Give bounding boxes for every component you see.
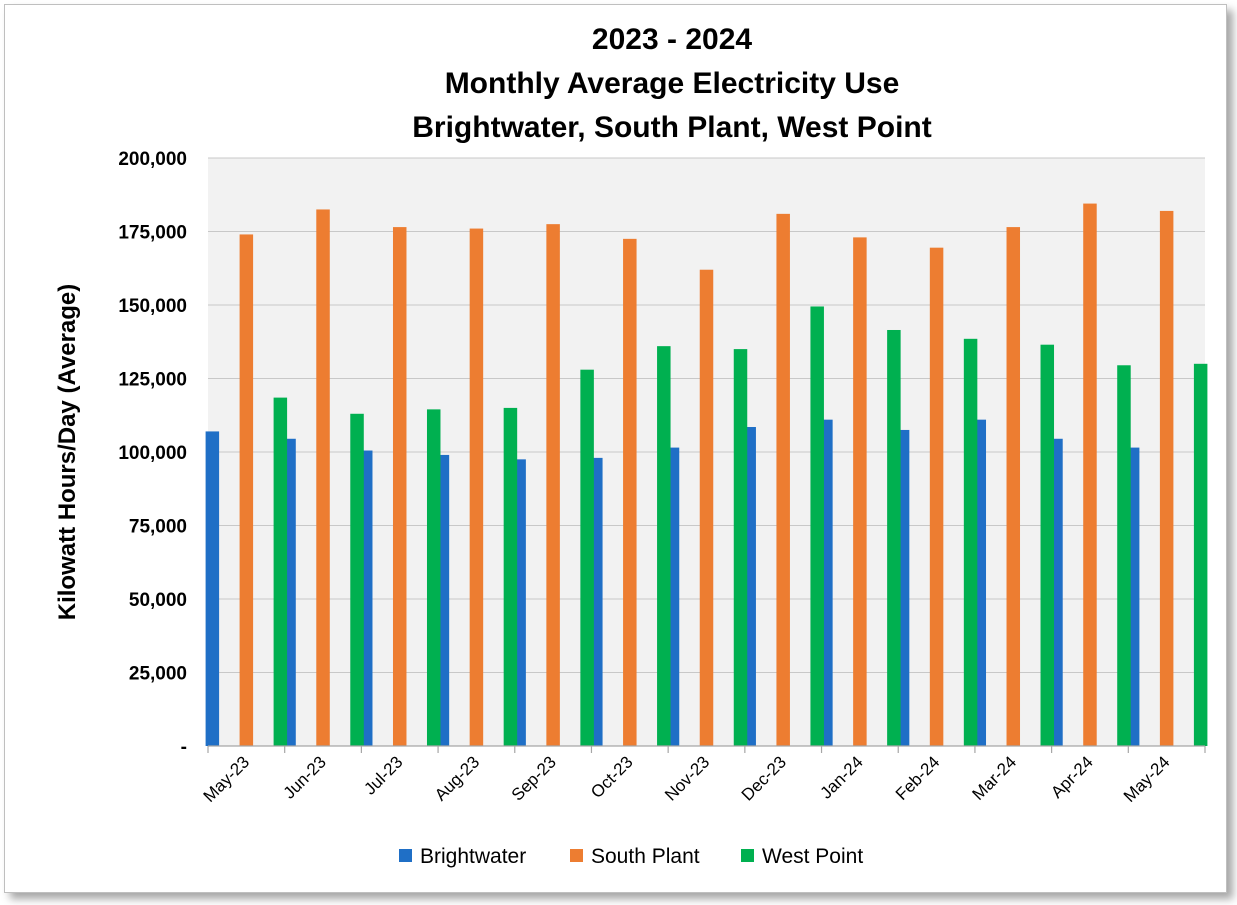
legend-swatch-west-point	[741, 849, 754, 862]
y-tick-label: 100,000	[118, 443, 187, 464]
chart-title-line-3: Brightwater, South Plant, West Point	[412, 111, 931, 144]
bar-west-point	[350, 413, 364, 746]
legend-label: West Point	[762, 845, 863, 868]
x-tick-label: Apr-24	[1047, 752, 1097, 802]
y-tick-label: 125,000	[118, 370, 187, 391]
bar-west-point	[1117, 365, 1131, 746]
chart-title-line-1: 2023 - 2024	[592, 23, 752, 56]
bar-south-plant	[699, 269, 714, 746]
bar-south-plant	[469, 228, 484, 746]
chart-frame: 2023 - 2024 Monthly Average Electricity …	[4, 4, 1227, 893]
bar-west-point	[733, 349, 748, 746]
y-tick-label: 50,000	[129, 590, 187, 611]
bar-west-point	[1040, 344, 1055, 746]
bar-south-plant	[1083, 203, 1097, 746]
y-tick-label: 175,000	[118, 223, 187, 244]
x-tick-label: Mar-24	[969, 752, 1021, 804]
y-tick-label: -	[181, 737, 187, 758]
y-axis-ticks: - 25,000 50,000 75,000 100,000 125,000 150,000…	[118, 149, 187, 758]
x-tick-label: Jan-24	[817, 752, 867, 802]
bar-south-plant	[623, 238, 637, 746]
legend-swatch-brightwater	[399, 849, 412, 862]
x-tick-label: Sep-23	[508, 752, 560, 804]
legend: Brightwater South Plant West Point	[399, 845, 863, 868]
bar-west-point	[963, 338, 978, 746]
bar-west-point	[810, 306, 824, 746]
bar-chart: 2023 - 2024 Monthly Average Electricity …	[54, 23, 1208, 868]
x-tick-label: Dec-23	[738, 752, 790, 804]
x-tick-label: May-24	[1120, 752, 1174, 806]
x-tick-label: Feb-24	[892, 752, 944, 804]
bar-west-point	[503, 407, 518, 746]
chart-title-line-2: Monthly Average Electricity Use	[445, 67, 900, 100]
x-tick-label: Jul-23	[360, 752, 406, 798]
legend-label: Brightwater	[420, 845, 526, 868]
bars	[205, 203, 1208, 747]
x-axis-ticks: May-23 Jun-23 Jul-23 Aug-23 Sep-23 Oct-23 Nov-…	[200, 752, 1174, 806]
y-tick-label: 200,000	[118, 149, 187, 170]
bar-west-point	[426, 409, 441, 746]
chart-title: 2023 - 2024 Monthly Average Electricity …	[412, 23, 931, 144]
bar-south-plant	[546, 224, 560, 746]
x-tick-label: Aug-23	[431, 752, 483, 804]
legend-label: South Plant	[591, 845, 700, 868]
bar-brightwater	[205, 431, 220, 746]
bar-west-point	[887, 329, 901, 746]
bar-west-point	[1193, 363, 1208, 746]
bar-south-plant	[239, 234, 254, 746]
x-tick-label: Oct-23	[587, 752, 637, 802]
bar-south-plant	[1159, 210, 1174, 747]
bar-west-point	[657, 346, 671, 746]
y-axis-label: Kilowatt Hours/Day (Average)	[54, 284, 81, 621]
y-tick-label: 150,000	[118, 296, 187, 317]
x-axis	[207, 745, 1206, 753]
x-tick-label: May-23	[200, 752, 254, 806]
y-tick-label: 75,000	[129, 517, 187, 538]
y-tick-label: 25,000	[129, 664, 187, 685]
bar-south-plant	[776, 213, 790, 747]
bar-west-point	[580, 369, 594, 746]
bar-south-plant	[853, 237, 867, 746]
bar-west-point	[273, 397, 288, 746]
bar-south-plant	[1006, 227, 1021, 747]
bar-south-plant	[929, 247, 944, 747]
x-tick-label: Jun-23	[280, 752, 330, 802]
x-tick-label: Nov-23	[661, 752, 713, 804]
bar-south-plant	[316, 209, 330, 746]
bar-south-plant	[392, 227, 407, 747]
legend-swatch-south-plant	[570, 849, 583, 862]
